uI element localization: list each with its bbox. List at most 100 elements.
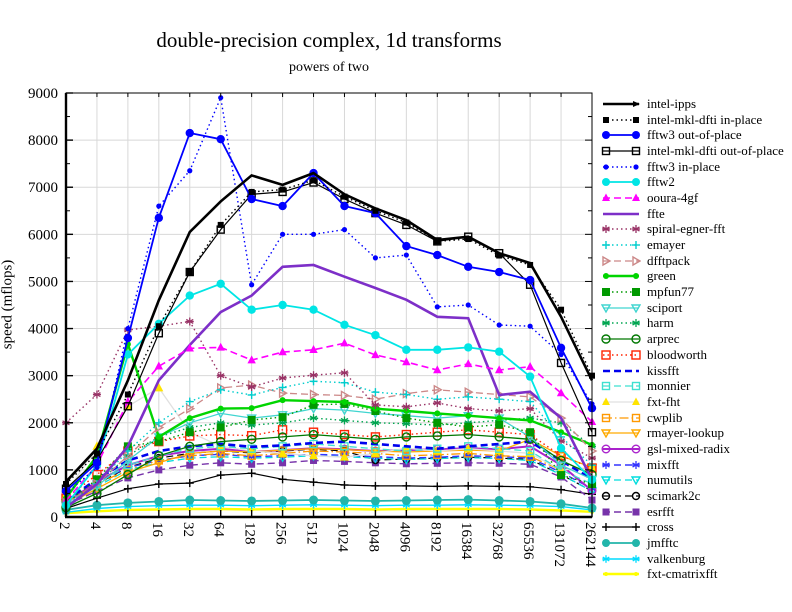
y-tick-label: 3000: [28, 369, 58, 385]
legend-item-fftw3-out-of-place: fftw3 out-of-place: [601, 127, 784, 143]
series-intel-ipps: [65, 171, 594, 483]
series-intel-mkl-dfti-in-place: [63, 177, 595, 488]
legend-item-harm: harm: [601, 315, 784, 332]
legend-item-monnier: monnier: [601, 378, 784, 394]
legend-item-fxt-cmatrixfft: fxt-cmatrixfft: [601, 566, 784, 583]
x-tick-label: 4096: [396, 522, 412, 553]
series-fxt-cmatrixfft: [64, 506, 594, 516]
legend-label: mixfft: [647, 456, 680, 472]
legend-item-scimark2c: scimark2c: [601, 488, 784, 504]
legend-line-sample-icon: [602, 319, 640, 328]
y-tick-label: 2000: [28, 416, 58, 432]
x-tick-label: 1024: [334, 522, 350, 553]
x-tick-label: 8: [118, 522, 134, 530]
series-kissfft: [65, 440, 593, 502]
legend-label: cwplib: [647, 409, 683, 425]
legend-label: mpfun77: [647, 284, 694, 300]
series-fftw3-in-place: [63, 95, 595, 497]
legend-line-sample-icon: [601, 476, 641, 486]
legend-line-sample-icon: [601, 334, 641, 344]
legend-item-cwplib: cwplib: [601, 410, 784, 426]
x-tick-label: 262144: [582, 522, 598, 568]
y-tick-label: 0: [51, 510, 59, 526]
legend-line-sample-icon: [602, 397, 640, 405]
x-tick-label: 128: [242, 522, 258, 545]
legend-label: jmfftc: [647, 535, 679, 551]
tick-labels: 0 1000 2000 3000 4000 5000 6000 7000 8000 9000 2 4 8…: [28, 86, 598, 568]
legend-item-arprec: arprec: [601, 331, 784, 347]
x-tick-label: 131072: [551, 522, 567, 567]
legend: intel-ipps intel-mkl-dfti in-place fftw3 o…: [601, 96, 784, 582]
y-tick-label: 9000: [28, 86, 58, 102]
series-mixfft: [62, 450, 596, 505]
y-tick-label: 4000: [28, 322, 58, 338]
legend-line-sample-icon: [602, 539, 640, 548]
legend-item-mixfft: mixfft: [601, 457, 784, 473]
legend-line-sample-icon: [602, 131, 640, 140]
legend-label: bloodworth: [647, 346, 707, 362]
x-tick-label: 65536: [520, 522, 536, 560]
legend-label: ffte: [647, 205, 665, 221]
legend-item-esrfft: esrfft: [601, 504, 784, 520]
legend-label: dfftpack: [647, 252, 691, 268]
legend-label: cross: [647, 519, 674, 535]
legend-label: scimark2c: [647, 488, 701, 504]
legend-line-sample-icon: [601, 350, 641, 360]
legend-item-fftw3-in-place: fftw3 in-place: [601, 159, 784, 175]
legend-line-sample-icon: [603, 116, 639, 123]
y-tick-label: 1000: [28, 463, 58, 479]
legend-line-sample-icon: [602, 255, 641, 266]
legend-line-sample-icon: [602, 554, 640, 563]
legend-line-sample-icon: [602, 241, 640, 250]
legend-item-jmfftc: jmfftc: [601, 535, 784, 551]
legend-label: sciport: [647, 299, 683, 315]
legend-label: fftw2: [647, 174, 675, 190]
legend-label: emayer: [647, 237, 686, 253]
legend-line-sample-icon: [602, 460, 640, 469]
legend-item-mpfun77: mpfun77: [601, 284, 784, 300]
legend-line-sample-icon: [603, 572, 639, 577]
legend-label: fxt-fht: [647, 393, 681, 409]
legend-item-dfftpack: dfftpack: [601, 253, 784, 269]
legend-line-sample-icon: [603, 100, 640, 107]
series-ffte: [65, 263, 594, 509]
x-tick-label: 512: [304, 522, 320, 545]
legend-item-valkenburg: valkenburg: [601, 551, 784, 567]
legend-label: monnier: [647, 378, 691, 394]
legend-label: gsl-mixed-radix: [647, 440, 731, 456]
legend-item-kissfft: kissfft: [601, 363, 784, 379]
series-fftw3-out-of-place: [61, 128, 597, 496]
legend-label: ooura-4gf: [647, 189, 699, 205]
legend-label: intel-mkl-dfti in-place: [647, 111, 763, 127]
legend-item-intel-mkl-dfti-in-place: intel-mkl-dfti in-place: [601, 112, 784, 128]
legend-line-sample-icon: [601, 429, 641, 439]
legend-label: spiral-egner-fft: [647, 221, 726, 237]
x-tick-label: 2048: [365, 522, 381, 552]
legend-line-sample-icon: [602, 193, 640, 201]
legend-item-ffte: ffte: [601, 206, 784, 222]
legend-label: fftw3 out-of-place: [647, 127, 742, 143]
x-tick-label: 2: [56, 522, 72, 530]
x-tick-label: 4: [87, 522, 103, 530]
legend-label: rmayer-lookup: [647, 425, 724, 441]
legend-item-fftw2: fftw2: [601, 174, 784, 190]
series-fxt-fht: [61, 382, 597, 497]
legend-label: esrfft: [647, 503, 675, 519]
legend-item-numutils: numutils: [601, 472, 784, 489]
chart-subtitle: powers of two: [288, 60, 370, 75]
legend-line-sample-icon: [602, 225, 640, 234]
legend-line-sample-icon: [601, 304, 641, 314]
x-tick-label: 16: [149, 522, 165, 538]
series-arprec: [61, 429, 597, 513]
legend-item-emayer: emayer: [601, 237, 784, 253]
legend-label: fxt-cmatrixfft: [647, 566, 718, 582]
legend-item-intel-ipps: intel-ipps: [601, 96, 784, 112]
legend-line-sample-icon: [602, 508, 640, 516]
legend-line-sample-icon: [603, 369, 639, 372]
gridlines: [65, 92, 593, 517]
legend-line-sample-icon: [601, 491, 641, 501]
legend-label: intel-mkl-dfti out-of-place: [647, 142, 784, 158]
series-lines: [60, 95, 598, 517]
chart-title: double-precision complex, 1d transforms: [156, 28, 502, 52]
